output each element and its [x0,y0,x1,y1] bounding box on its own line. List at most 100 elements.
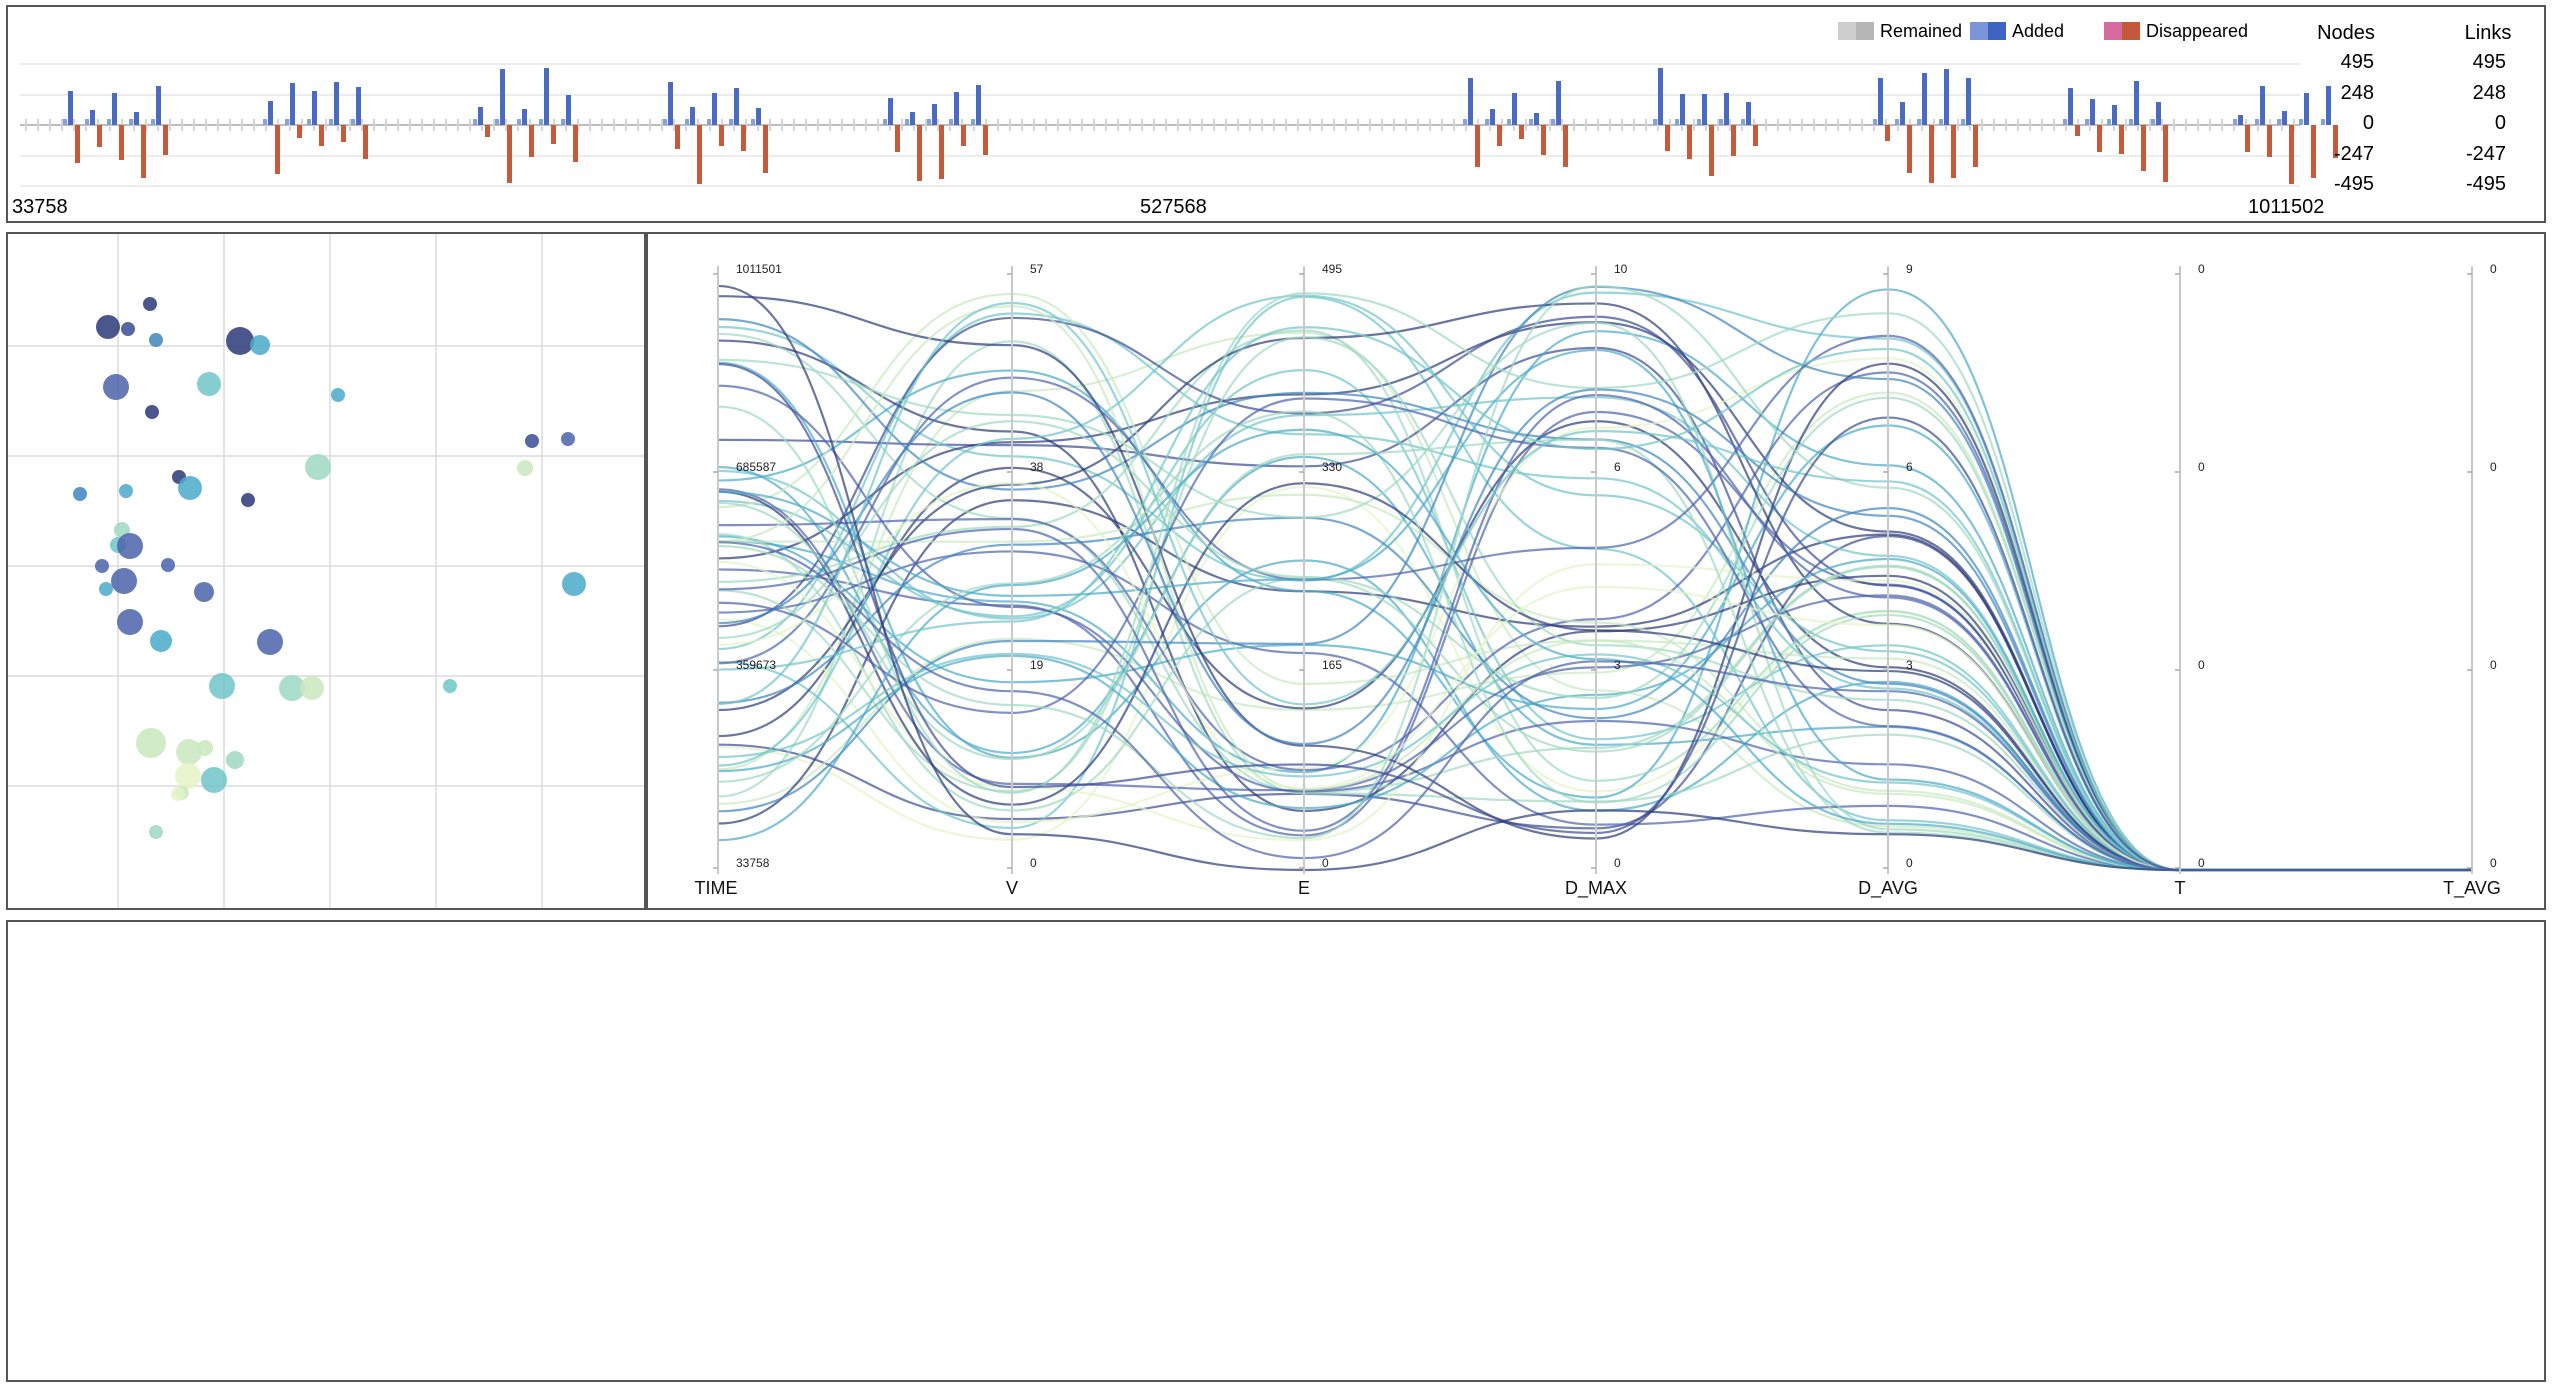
axis-d-max[interactable]: 10 6 3 0 D_MAX [1565,262,1628,899]
removed-bar[interactable] [363,125,368,159]
scatter-point[interactable] [194,582,214,602]
removed-bar[interactable] [1541,125,1546,155]
added-bar[interactable] [1724,93,1729,125]
removed-bar[interactable] [2163,125,2168,182]
removed-bar[interactable] [119,125,124,160]
axis-e[interactable]: 495 330 165 0E [1298,262,1342,898]
added-bar[interactable] [1658,68,1663,125]
axis-title[interactable]: V [1006,878,1018,898]
removed-bar[interactable] [163,125,168,155]
axis-title[interactable]: T [2175,878,2186,898]
added-bar[interactable] [1966,78,1971,125]
added-bar[interactable] [544,68,549,125]
removed-bar[interactable] [1519,125,1524,139]
scatter-point[interactable] [171,787,185,801]
added-bar[interactable] [112,93,117,125]
removed-bar[interactable] [1563,125,1568,167]
scatter-point[interactable] [331,388,345,402]
scatter-point[interactable] [136,728,166,758]
removed-bar[interactable] [939,125,944,179]
scatter-point[interactable] [117,533,143,559]
scatter-point[interactable] [241,493,255,507]
scatter-point[interactable] [201,767,227,793]
added-bar[interactable] [976,85,981,125]
timeline-chart[interactable]: Remained Added Disappeared 33758 527568 … [8,7,2544,221]
scatter-point[interactable] [96,315,120,339]
removed-bar[interactable] [319,125,324,146]
removed-bar[interactable] [1951,125,1956,178]
data-polyline[interactable] [717,393,2472,872]
added-bar[interactable] [1746,102,1751,125]
added-bar[interactable] [2304,93,2309,125]
added-bar[interactable] [1512,93,1517,125]
removed-bar[interactable] [895,125,900,152]
removed-bar[interactable] [297,125,302,138]
added-bar[interactable] [68,91,73,125]
scatter-point[interactable] [305,454,331,480]
scatter-point[interactable] [561,432,575,446]
removed-bar[interactable] [2097,125,2102,152]
scatter-point[interactable] [161,558,175,572]
parallel-coordinates-chart[interactable]: 101150168558735967333758TIME5738190V4953… [648,234,2544,908]
removed-bar[interactable] [961,125,966,146]
scatter-point[interactable] [145,405,159,419]
removed-bar[interactable] [917,125,922,181]
scatter-point[interactable] [119,484,133,498]
scatter-point[interactable] [525,434,539,448]
removed-bar[interactable] [1475,125,1480,167]
data-polyline[interactable] [717,362,2472,872]
scatter-point[interactable] [143,297,157,311]
removed-bar[interactable] [1885,125,1890,141]
added-bar[interactable] [1556,81,1561,125]
scatter-point[interactable] [111,568,137,594]
added-bar[interactable] [478,107,483,125]
added-bar[interactable] [668,82,673,125]
removed-bar[interactable] [763,125,768,173]
added-bar[interactable] [690,107,695,125]
removed-bar[interactable] [697,125,702,184]
scatter-point[interactable] [209,673,235,699]
removed-bar[interactable] [675,125,680,149]
legend-added[interactable]: Added [1970,21,2064,41]
added-bar[interactable] [1490,109,1495,125]
removed-bar[interactable] [1929,125,1934,183]
added-bar[interactable] [734,88,739,125]
removed-bar[interactable] [341,125,346,142]
added-bar[interactable] [2260,86,2265,125]
removed-bar[interactable] [2075,125,2080,136]
removed-bar[interactable] [983,125,988,155]
added-bar[interactable] [356,87,361,125]
added-bar[interactable] [2090,99,2095,125]
scatter-point[interactable] [517,460,533,476]
axis-title[interactable]: D_AVG [1858,878,1918,899]
scatter-plot[interactable] [8,234,644,908]
added-bar[interactable] [312,91,317,125]
scatter-point[interactable] [175,763,201,789]
axis-title[interactable]: TIME [695,878,738,898]
added-bar[interactable] [1702,94,1707,125]
axis-title[interactable]: T_AVG [2443,878,2501,899]
added-bar[interactable] [2282,111,2287,125]
added-bar[interactable] [712,93,717,125]
removed-bar[interactable] [2333,125,2338,158]
added-bar[interactable] [888,98,893,125]
added-bar[interactable] [500,69,505,125]
scatter-point[interactable] [150,630,172,652]
scatter-point[interactable] [443,679,457,693]
scatter-point[interactable] [99,582,113,596]
added-bar[interactable] [290,83,295,125]
removed-bar[interactable] [529,125,534,157]
axis-d-avg[interactable]: 9 6 3 0 D_AVG [1858,262,1918,899]
added-bar[interactable] [566,95,571,125]
scatter-point[interactable] [226,751,244,769]
added-bar[interactable] [334,82,339,125]
removed-bar[interactable] [2289,125,2294,184]
added-bar[interactable] [1900,102,1905,125]
added-bar[interactable] [1680,94,1685,125]
added-bar[interactable] [1468,78,1473,125]
added-bar[interactable] [2134,81,2139,125]
added-bar[interactable] [90,110,95,125]
axis-time[interactable]: 1011501 685587 359673 33758 TIME [695,262,783,898]
scatter-point[interactable] [197,372,221,396]
scatter-point[interactable] [178,476,202,500]
